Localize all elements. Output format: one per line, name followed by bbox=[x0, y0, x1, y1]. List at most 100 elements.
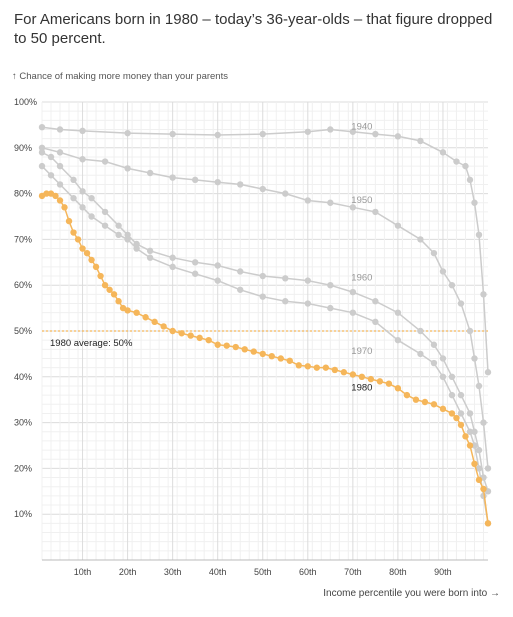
data-point-1950 bbox=[466, 327, 474, 335]
data-point-1960 bbox=[191, 259, 199, 266]
x-tick-label: 60th bbox=[299, 567, 317, 577]
data-point-1980 bbox=[322, 364, 330, 371]
data-point-1980 bbox=[151, 318, 158, 326]
data-point-1960 bbox=[47, 153, 55, 161]
y-tick-label: 40% bbox=[14, 372, 32, 382]
series-1960 bbox=[38, 149, 492, 495]
data-point-1940 bbox=[372, 130, 379, 138]
data-point-1950 bbox=[259, 185, 266, 193]
data-point-1980 bbox=[286, 357, 293, 364]
data-point-1950 bbox=[471, 355, 478, 362]
data-point-1970 bbox=[282, 298, 289, 305]
data-point-1950 bbox=[38, 144, 46, 151]
data-point-1950 bbox=[56, 149, 64, 156]
data-point-1980 bbox=[61, 204, 68, 211]
data-point-1970 bbox=[237, 286, 244, 293]
data-point-1940 bbox=[38, 123, 46, 131]
data-point-1980 bbox=[385, 380, 393, 387]
data-point-1970 bbox=[214, 277, 221, 284]
data-point-1960 bbox=[70, 176, 77, 184]
data-point-1940 bbox=[480, 291, 487, 298]
data-point-1940 bbox=[471, 199, 478, 206]
data-point-1940 bbox=[214, 131, 221, 139]
data-point-1970 bbox=[394, 336, 402, 344]
data-point-1980 bbox=[466, 442, 474, 449]
data-point-1950 bbox=[372, 208, 379, 216]
data-point-1940 bbox=[394, 133, 402, 140]
data-point-1980 bbox=[70, 229, 77, 236]
data-point-1950 bbox=[146, 169, 154, 177]
data-point-1960 bbox=[79, 188, 86, 195]
data-point-1960 bbox=[124, 231, 131, 239]
data-point-1980 bbox=[462, 433, 469, 440]
y-axis-title: ↑ Chance of making more money than your … bbox=[12, 71, 228, 82]
data-point-1980 bbox=[101, 282, 109, 289]
data-point-1940 bbox=[259, 130, 266, 138]
data-point-1940 bbox=[304, 128, 311, 135]
data-point-1980 bbox=[196, 334, 203, 342]
data-point-1980 bbox=[268, 352, 275, 360]
data-point-1980 bbox=[475, 476, 483, 484]
data-point-1950 bbox=[417, 236, 424, 243]
data-point-1950 bbox=[448, 282, 456, 289]
x-tick-label: 30th bbox=[164, 567, 182, 577]
data-point-1950 bbox=[191, 176, 199, 184]
data-point-1960 bbox=[394, 309, 402, 316]
data-point-1980 bbox=[169, 327, 176, 335]
data-point-1980 bbox=[232, 343, 239, 351]
data-point-1980 bbox=[65, 217, 73, 225]
series-1980 bbox=[38, 190, 492, 527]
data-point-1980 bbox=[106, 286, 113, 293]
data-point-1960 bbox=[439, 355, 447, 362]
data-point-1940 bbox=[417, 137, 424, 145]
data-point-1960 bbox=[475, 446, 483, 454]
series-1940 bbox=[38, 123, 492, 376]
data-point-1970 bbox=[372, 318, 379, 326]
data-point-1960 bbox=[327, 282, 334, 289]
data-point-1980 bbox=[250, 348, 257, 355]
series-1950 bbox=[38, 144, 492, 472]
data-point-1960 bbox=[466, 410, 474, 417]
x-tick-label: 40th bbox=[209, 567, 227, 577]
data-point-1950 bbox=[237, 181, 244, 188]
data-point-1980 bbox=[110, 291, 118, 298]
data-point-1980 bbox=[92, 263, 100, 271]
data-point-1950 bbox=[101, 158, 109, 165]
data-point-1940 bbox=[462, 162, 469, 170]
data-point-1940 bbox=[466, 176, 474, 184]
data-point-1980 bbox=[97, 272, 104, 280]
data-point-1980 bbox=[304, 363, 311, 370]
data-point-1960 bbox=[214, 262, 221, 269]
data-point-1950 bbox=[169, 174, 176, 181]
data-point-1940 bbox=[484, 369, 492, 376]
data-point-1970 bbox=[56, 181, 64, 188]
data-point-1970 bbox=[88, 213, 95, 220]
data-point-1980 bbox=[187, 332, 194, 339]
data-point-1980 bbox=[205, 336, 212, 344]
x-tick-label: 70th bbox=[344, 567, 362, 577]
data-point-1980 bbox=[133, 309, 140, 316]
data-point-1970 bbox=[169, 263, 176, 271]
x-tick-label: 10th bbox=[74, 567, 92, 577]
data-point-1980 bbox=[403, 391, 411, 399]
data-point-1980 bbox=[124, 307, 131, 314]
data-point-1960 bbox=[349, 288, 357, 296]
data-point-1960 bbox=[417, 327, 424, 335]
data-point-1970 bbox=[101, 222, 109, 229]
data-point-1980 bbox=[358, 373, 366, 380]
data-point-1940 bbox=[56, 126, 64, 133]
data-point-1950 bbox=[394, 222, 402, 229]
data-point-1980 bbox=[394, 385, 402, 392]
y-tick-label: 60% bbox=[14, 280, 32, 290]
data-point-1940 bbox=[124, 129, 131, 137]
data-point-1950 bbox=[457, 300, 465, 307]
data-point-1950 bbox=[214, 178, 221, 186]
y-tick-label: 20% bbox=[14, 463, 32, 473]
chart-grid bbox=[41, 101, 488, 561]
series-line-1940 bbox=[41, 126, 489, 373]
data-point-1980 bbox=[295, 362, 302, 369]
y-tick-label: 10% bbox=[14, 509, 32, 519]
data-point-1950 bbox=[282, 190, 289, 197]
data-point-1980 bbox=[313, 364, 321, 371]
